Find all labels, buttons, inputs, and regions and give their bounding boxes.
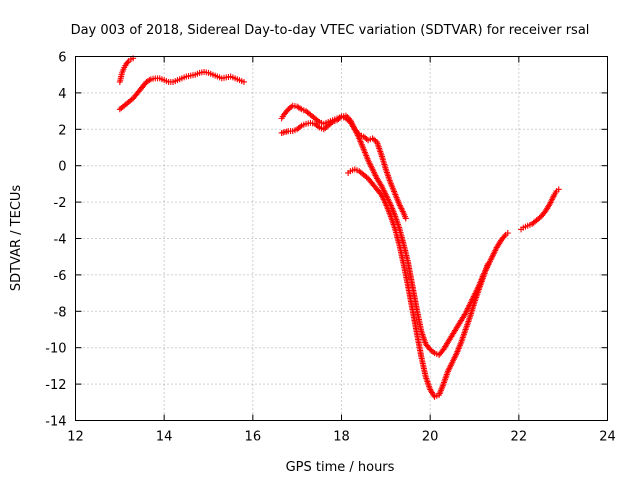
y-tick-label: -8	[54, 305, 67, 320]
data-point	[284, 107, 291, 114]
y-tick-label: -10	[45, 342, 66, 357]
x-tick-label: 14	[156, 430, 173, 445]
y-tick-label: -2	[54, 196, 67, 211]
x-tick-label: 20	[422, 430, 439, 445]
data-point	[426, 345, 433, 352]
grid	[75, 56, 608, 421]
x-tick-label: 18	[333, 430, 350, 445]
x-tick-label: 22	[511, 430, 528, 445]
data-points	[116, 55, 562, 400]
series-track-e	[345, 166, 491, 400]
x-tick-label: 12	[67, 430, 84, 445]
y-tick-label: -14	[45, 415, 66, 430]
data-point	[484, 260, 491, 267]
plot-frame	[75, 56, 608, 421]
x-tick-label: 16	[245, 430, 262, 445]
y-tick-label: -6	[54, 269, 67, 284]
y-tick-label: 6	[58, 51, 66, 66]
data-point	[555, 186, 562, 193]
y-axis-label: SDTVAR / TECUs	[9, 185, 24, 292]
data-point	[240, 78, 247, 85]
series-track-a	[116, 55, 137, 85]
data-point	[504, 230, 511, 237]
y-tick-label: -4	[54, 233, 67, 248]
series-track-f	[518, 186, 562, 233]
x-tick-label: 24	[599, 430, 616, 445]
y-tick-label: 2	[58, 123, 66, 138]
data-point	[501, 233, 508, 240]
data-point	[124, 59, 131, 66]
series-track-b	[116, 68, 247, 113]
x-axis-label: GPS time / hours	[286, 460, 395, 475]
data-point	[402, 215, 409, 222]
y-tick-label: 0	[58, 160, 66, 175]
y-tick-label: 4	[58, 87, 66, 102]
chart-title: Day 003 of 2018, Sidereal Day-to-day VTE…	[71, 23, 590, 38]
y-tick-label: -12	[45, 378, 66, 393]
